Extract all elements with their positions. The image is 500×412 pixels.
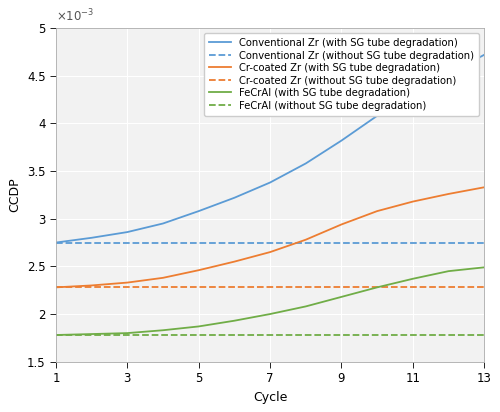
Conventional Zr (without SG tube degradation)	[196, 240, 202, 245]
Conventional Zr (without SG tube degradation)	[338, 240, 344, 245]
X-axis label: Cycle: Cycle	[253, 391, 288, 404]
FeCrAl (with SG tube degradation)	[410, 276, 416, 281]
Cr-coated Zr (without SG tube degradation)	[196, 285, 202, 290]
Conventional Zr (with SG tube degradation)	[481, 52, 487, 57]
Conventional Zr (with SG tube degradation)	[446, 71, 452, 76]
FeCrAl (with SG tube degradation)	[232, 318, 237, 323]
Conventional Zr (without SG tube degradation)	[232, 240, 237, 245]
Cr-coated Zr (with SG tube degradation)	[410, 199, 416, 204]
FeCrAl (without SG tube degradation)	[88, 332, 94, 337]
Text: $\times10^{-3}$: $\times10^{-3}$	[56, 8, 94, 25]
FeCrAl (without SG tube degradation)	[160, 332, 166, 337]
FeCrAl (without SG tube degradation)	[53, 332, 59, 337]
Cr-coated Zr (without SG tube degradation)	[374, 285, 380, 290]
Cr-coated Zr (without SG tube degradation)	[124, 285, 130, 290]
Conventional Zr (without SG tube degradation)	[124, 240, 130, 245]
Conventional Zr (with SG tube degradation)	[53, 240, 59, 245]
Cr-coated Zr (with SG tube degradation)	[267, 250, 273, 255]
Cr-coated Zr (with SG tube degradation)	[160, 275, 166, 280]
Conventional Zr (with SG tube degradation)	[303, 161, 309, 166]
Line: FeCrAl (with SG tube degradation): FeCrAl (with SG tube degradation)	[56, 267, 484, 335]
FeCrAl (without SG tube degradation)	[124, 332, 130, 337]
Conventional Zr (without SG tube degradation)	[446, 240, 452, 245]
Cr-coated Zr (without SG tube degradation)	[232, 285, 237, 290]
Cr-coated Zr (without SG tube degradation)	[267, 285, 273, 290]
FeCrAl (with SG tube degradation)	[267, 311, 273, 316]
Conventional Zr (with SG tube degradation)	[410, 94, 416, 99]
Conventional Zr (with SG tube degradation)	[160, 221, 166, 226]
Cr-coated Zr (with SG tube degradation)	[374, 208, 380, 213]
FeCrAl (without SG tube degradation)	[267, 332, 273, 337]
Line: Conventional Zr (with SG tube degradation): Conventional Zr (with SG tube degradatio…	[56, 55, 484, 243]
Conventional Zr (with SG tube degradation)	[88, 235, 94, 240]
FeCrAl (with SG tube degradation)	[446, 269, 452, 274]
FeCrAl (with SG tube degradation)	[53, 332, 59, 337]
FeCrAl (without SG tube degradation)	[410, 332, 416, 337]
FeCrAl (with SG tube degradation)	[196, 324, 202, 329]
Cr-coated Zr (without SG tube degradation)	[88, 285, 94, 290]
FeCrAl (with SG tube degradation)	[481, 265, 487, 270]
FeCrAl (without SG tube degradation)	[303, 332, 309, 337]
Conventional Zr (with SG tube degradation)	[267, 180, 273, 185]
Conventional Zr (with SG tube degradation)	[196, 208, 202, 213]
FeCrAl (with SG tube degradation)	[160, 328, 166, 333]
Cr-coated Zr (with SG tube degradation)	[232, 259, 237, 264]
Conventional Zr (with SG tube degradation)	[374, 113, 380, 118]
FeCrAl (without SG tube degradation)	[196, 332, 202, 337]
Cr-coated Zr (with SG tube degradation)	[196, 268, 202, 273]
FeCrAl (with SG tube degradation)	[338, 295, 344, 300]
Conventional Zr (with SG tube degradation)	[124, 229, 130, 234]
FeCrAl (without SG tube degradation)	[374, 332, 380, 337]
FeCrAl (without SG tube degradation)	[338, 332, 344, 337]
Cr-coated Zr (without SG tube degradation)	[160, 285, 166, 290]
Cr-coated Zr (without SG tube degradation)	[338, 285, 344, 290]
Conventional Zr (with SG tube degradation)	[338, 138, 344, 143]
Conventional Zr (without SG tube degradation)	[303, 240, 309, 245]
Y-axis label: CCDP: CCDP	[8, 178, 22, 212]
FeCrAl (with SG tube degradation)	[124, 330, 130, 335]
Cr-coated Zr (with SG tube degradation)	[446, 192, 452, 197]
Cr-coated Zr (without SG tube degradation)	[303, 285, 309, 290]
Cr-coated Zr (with SG tube degradation)	[303, 237, 309, 242]
Legend: Conventional Zr (with SG tube degradation), Conventional Zr (without SG tube deg: Conventional Zr (with SG tube degradatio…	[204, 33, 479, 116]
Cr-coated Zr (with SG tube degradation)	[53, 285, 59, 290]
Conventional Zr (without SG tube degradation)	[374, 240, 380, 245]
Cr-coated Zr (with SG tube degradation)	[88, 283, 94, 288]
FeCrAl (without SG tube degradation)	[232, 332, 237, 337]
Conventional Zr (without SG tube degradation)	[88, 240, 94, 245]
FeCrAl (without SG tube degradation)	[446, 332, 452, 337]
Conventional Zr (without SG tube degradation)	[160, 240, 166, 245]
Cr-coated Zr (without SG tube degradation)	[53, 285, 59, 290]
Conventional Zr (without SG tube degradation)	[481, 240, 487, 245]
Conventional Zr (without SG tube degradation)	[53, 240, 59, 245]
Cr-coated Zr (with SG tube degradation)	[124, 280, 130, 285]
Line: Cr-coated Zr (with SG tube degradation): Cr-coated Zr (with SG tube degradation)	[56, 187, 484, 287]
Conventional Zr (with SG tube degradation)	[232, 195, 237, 200]
FeCrAl (without SG tube degradation)	[481, 332, 487, 337]
FeCrAl (with SG tube degradation)	[88, 332, 94, 337]
FeCrAl (with SG tube degradation)	[374, 285, 380, 290]
FeCrAl (with SG tube degradation)	[303, 304, 309, 309]
Cr-coated Zr (without SG tube degradation)	[481, 285, 487, 290]
Conventional Zr (without SG tube degradation)	[410, 240, 416, 245]
Cr-coated Zr (with SG tube degradation)	[481, 185, 487, 190]
Conventional Zr (without SG tube degradation)	[267, 240, 273, 245]
Cr-coated Zr (without SG tube degradation)	[446, 285, 452, 290]
Cr-coated Zr (without SG tube degradation)	[410, 285, 416, 290]
Cr-coated Zr (with SG tube degradation)	[338, 222, 344, 227]
